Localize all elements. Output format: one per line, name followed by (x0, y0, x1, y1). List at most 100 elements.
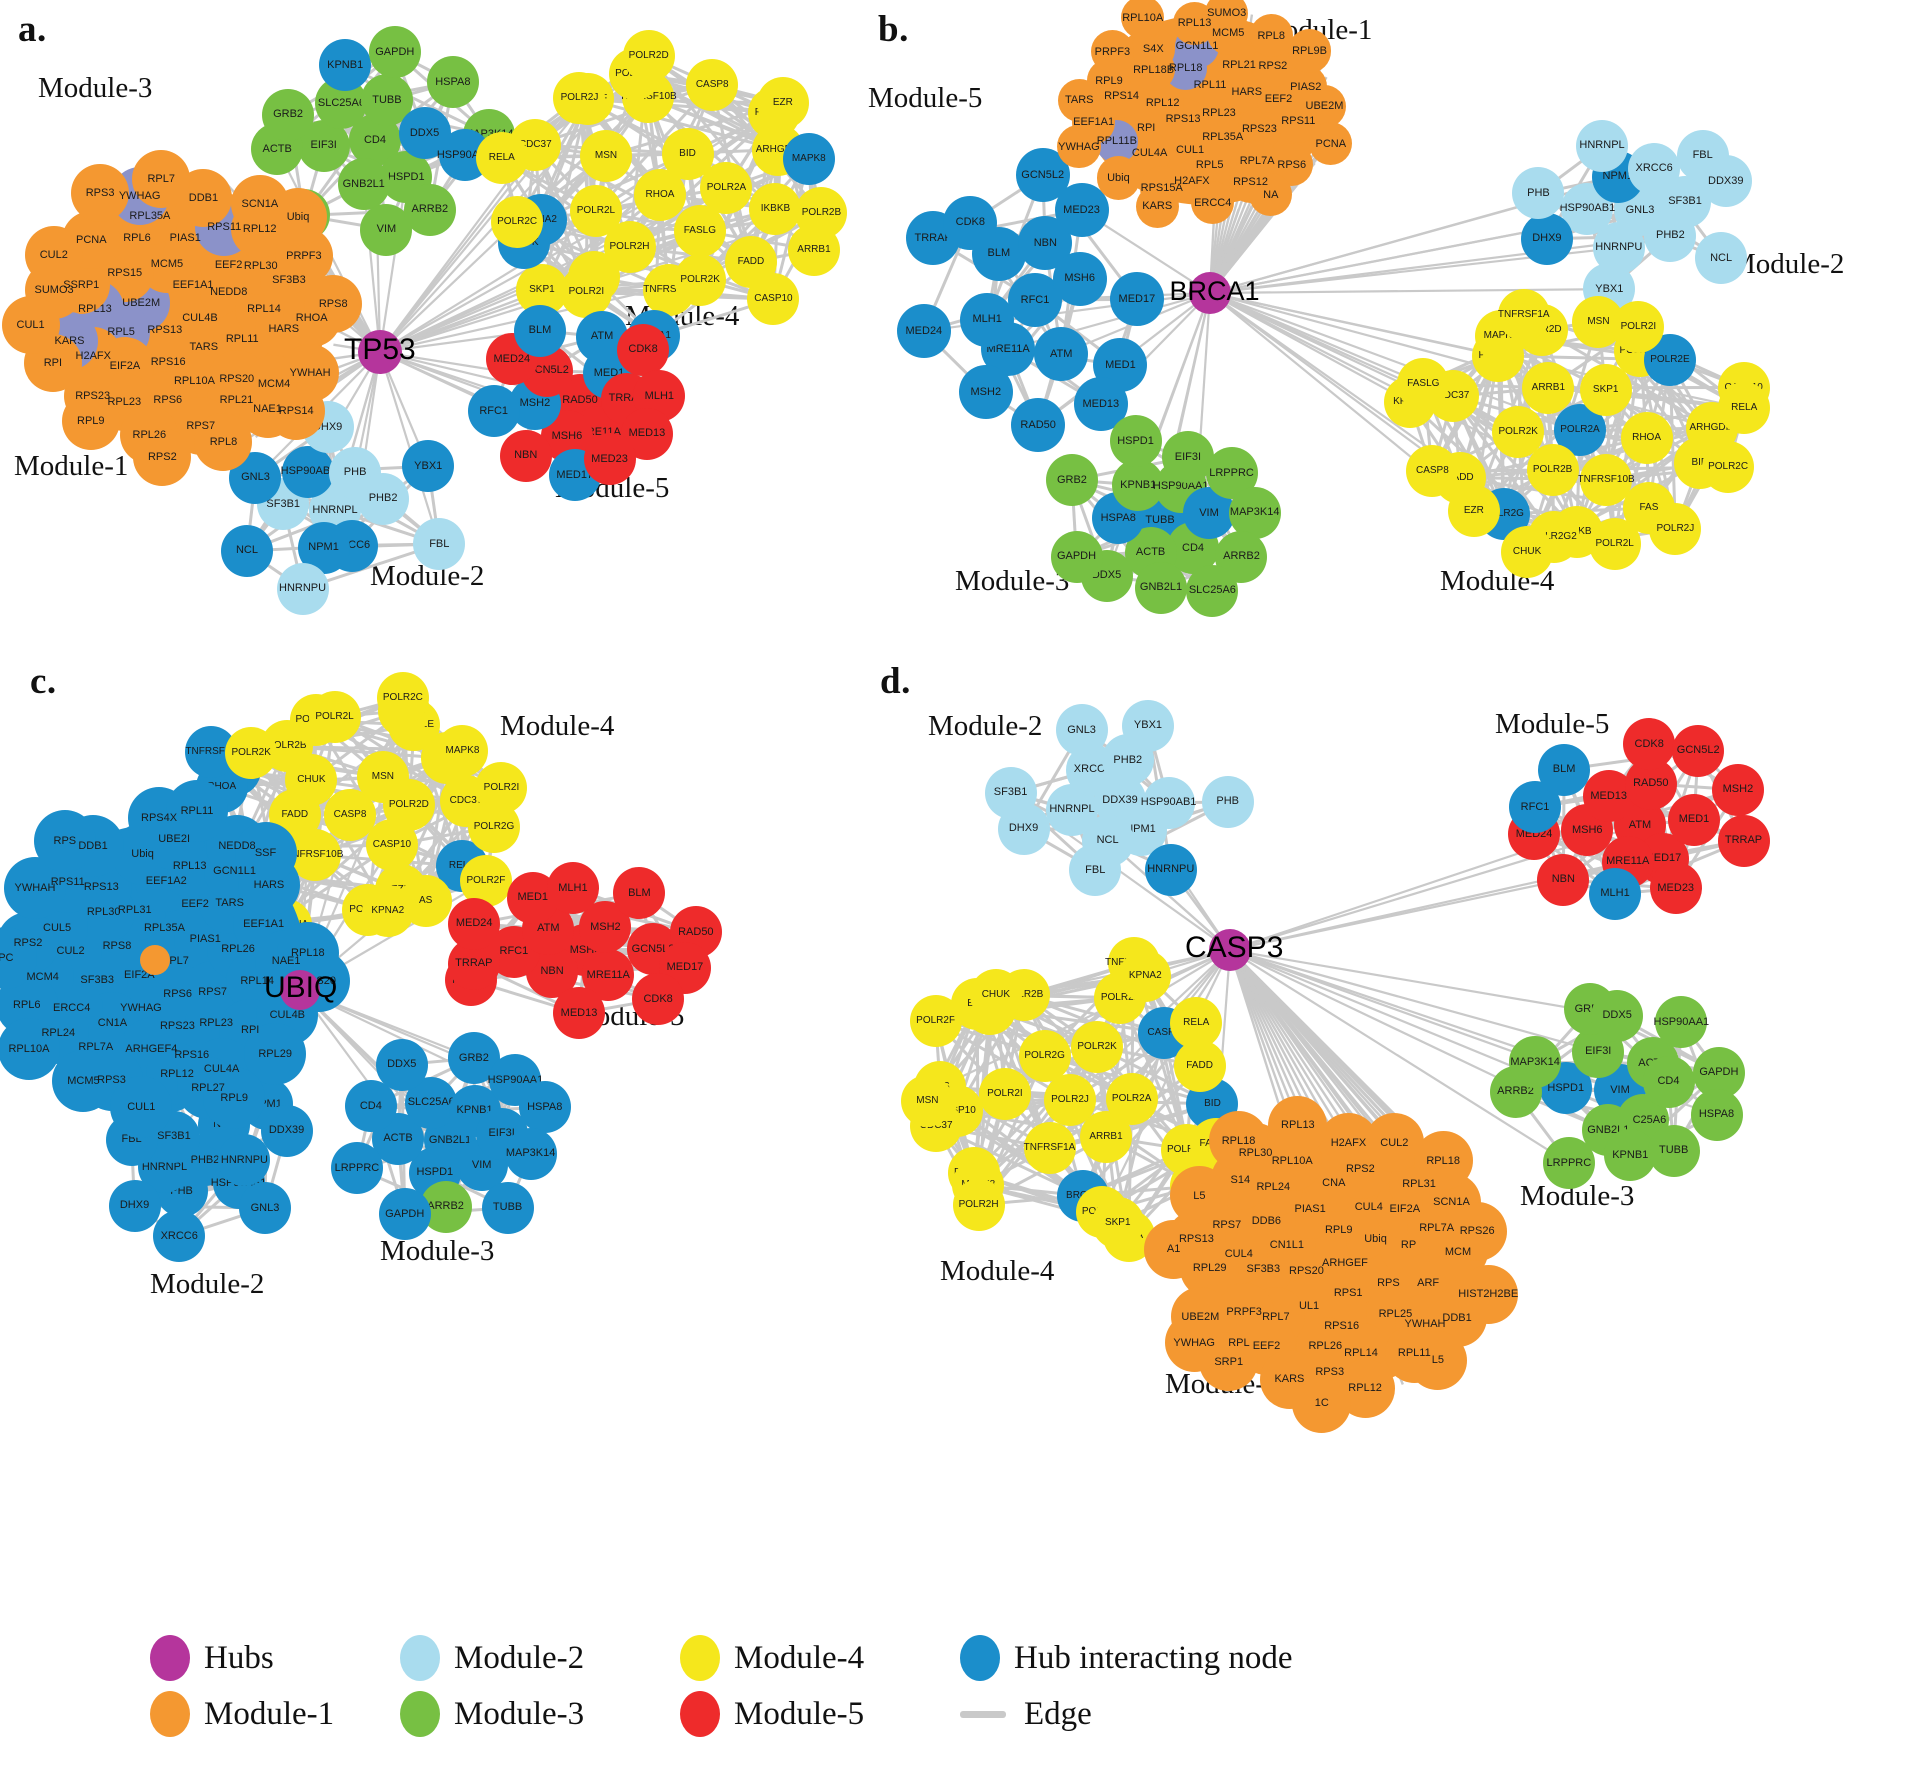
network-node[interactable]: POLR2I (978, 1068, 1031, 1121)
network-node[interactable] (1302, 84, 1347, 128)
network-node[interactable] (1096, 156, 1141, 200)
network-node[interactable]: HSP90AB1 (1141, 776, 1196, 829)
network-node[interactable]: TNFRSF1A (1023, 1122, 1076, 1175)
network-node[interactable] (1208, 1111, 1269, 1171)
network-node[interactable]: POLR2C (1702, 441, 1755, 494)
network-node[interactable]: GNB2L1 (1135, 561, 1188, 614)
network-node[interactable]: MAPK8 (782, 133, 835, 186)
network-node[interactable] (1408, 1330, 1468, 1390)
network-node[interactable]: POLR2J (1649, 503, 1702, 556)
network-node[interactable] (1057, 125, 1101, 169)
network-node[interactable] (1, 296, 60, 355)
network-node[interactable]: PHB (1201, 775, 1254, 828)
network-node[interactable]: MED24 (448, 897, 501, 950)
network-node[interactable]: GRB2 (1045, 454, 1098, 507)
network-node[interactable] (1447, 1201, 1507, 1261)
network-node[interactable]: GNL3 (1055, 704, 1108, 757)
network-node[interactable]: MLH1 (960, 292, 1015, 347)
network-node[interactable]: POLR2D (622, 30, 675, 83)
network-node[interactable] (33, 809, 96, 872)
network-node[interactable]: HNRNPL (1576, 119, 1629, 172)
network-node[interactable]: CD4 (1642, 1055, 1695, 1108)
network-node[interactable]: MSN (580, 130, 632, 183)
network-node[interactable]: POLR2A (700, 161, 753, 214)
network-node[interactable] (132, 150, 191, 209)
network-node[interactable] (1458, 1264, 1518, 1325)
network-node[interactable]: MSH6 (1052, 251, 1107, 306)
network-node[interactable]: TUBB (1647, 1124, 1700, 1177)
network-node[interactable]: SLC25A6 (1186, 564, 1239, 617)
network-node[interactable]: CHUK (1501, 525, 1554, 578)
network-node[interactable]: DDX5 (375, 1038, 428, 1091)
network-node[interactable] (1205, 0, 1249, 35)
network-node[interactable] (1135, 184, 1179, 228)
network-node[interactable]: FBL (413, 518, 466, 571)
network-node[interactable] (1090, 30, 1134, 74)
network-node[interactable]: KPNA2 (361, 884, 414, 937)
network-node[interactable] (133, 427, 192, 486)
network-node[interactable]: MED24 (896, 304, 951, 359)
network-node[interactable]: POLR2H (952, 1178, 1005, 1231)
network-node[interactable]: LRPPRC (1542, 1137, 1595, 1190)
network-node[interactable]: FBL (1069, 844, 1122, 897)
network-node[interactable]: MED1 (1667, 793, 1720, 846)
network-node[interactable]: POLR2D (382, 779, 435, 832)
network-node[interactable]: NBN (1537, 853, 1590, 906)
hub-node[interactable] (358, 330, 402, 374)
network-node[interactable] (1121, 0, 1165, 40)
network-node[interactable]: HSP90AB1 (281, 445, 336, 498)
network-node[interactable]: MAP3K14 (504, 1127, 557, 1180)
network-node[interactable]: YBX1 (1121, 699, 1174, 752)
network-node[interactable]: TNFRSF1A (1497, 289, 1550, 342)
network-node[interactable]: ARRB1 (1522, 361, 1575, 414)
network-node[interactable]: MLH1 (546, 862, 599, 915)
network-node[interactable]: POLR2G (468, 800, 520, 853)
network-node[interactable]: CHUK (969, 969, 1022, 1022)
network-node[interactable]: HSPA8 (426, 56, 479, 109)
network-node[interactable]: FASLG (1397, 357, 1450, 410)
network-node[interactable]: TUBB (481, 1181, 534, 1234)
network-node[interactable]: RFC1 (467, 385, 520, 438)
network-node[interactable]: POLR2L (308, 690, 361, 743)
network-node[interactable]: POLR2I (1612, 300, 1665, 353)
network-node[interactable]: KPNA2 (1119, 949, 1172, 1002)
network-node[interactable]: ARRB2 (403, 183, 456, 236)
network-node[interactable]: DDX39 (1699, 155, 1752, 208)
network-node[interactable] (71, 163, 130, 222)
network-node[interactable]: CDK8 (943, 195, 998, 250)
network-node[interactable]: GAPDH (378, 1188, 431, 1241)
network-node[interactable]: POLR2K (1071, 1021, 1124, 1074)
network-node[interactable] (194, 413, 253, 472)
network-node[interactable] (1413, 1131, 1473, 1191)
network-node[interactable]: MED23 (1649, 862, 1702, 915)
network-node[interactable]: MSH2 (958, 365, 1013, 420)
network-node[interactable]: GNL3 (238, 1182, 291, 1234)
network-node[interactable]: SKP1 (1579, 364, 1632, 417)
network-node[interactable]: POLR2L (569, 184, 622, 237)
network-node[interactable]: SKP1 (1091, 1196, 1144, 1249)
network-node[interactable]: BLM (513, 304, 566, 357)
network-node[interactable]: MED17 (1109, 272, 1164, 327)
network-node[interactable]: DHX9 (1520, 212, 1573, 265)
network-node[interactable]: LRPPRC (330, 1142, 383, 1195)
network-node[interactable]: HSPD1 (1109, 415, 1162, 468)
network-node[interactable] (1249, 173, 1293, 217)
network-node[interactable] (0, 1017, 60, 1080)
network-node[interactable] (1249, 13, 1293, 58)
network-node[interactable]: NBN (499, 429, 552, 482)
network-node[interactable]: HSPA8 (1690, 1088, 1743, 1141)
network-node[interactable]: BLM (1538, 743, 1591, 796)
network-node[interactable]: RAD50 (1011, 398, 1066, 453)
network-node[interactable]: GRB2 (262, 88, 315, 141)
network-node[interactable]: ARRB1 (787, 223, 840, 276)
network-node[interactable] (1287, 29, 1332, 73)
network-node[interactable]: POLR2L (1588, 517, 1641, 570)
network-node[interactable]: POLR2K (674, 253, 727, 306)
ubiq-node[interactable] (140, 945, 170, 975)
network-node[interactable] (1292, 1373, 1352, 1433)
network-node[interactable] (1164, 1313, 1224, 1373)
network-node[interactable]: HNRNPU (276, 562, 329, 615)
network-node[interactable]: POLR2J (553, 71, 606, 124)
network-node[interactable]: EZR (1447, 484, 1500, 537)
network-node[interactable]: GNB2L1 (337, 158, 390, 211)
